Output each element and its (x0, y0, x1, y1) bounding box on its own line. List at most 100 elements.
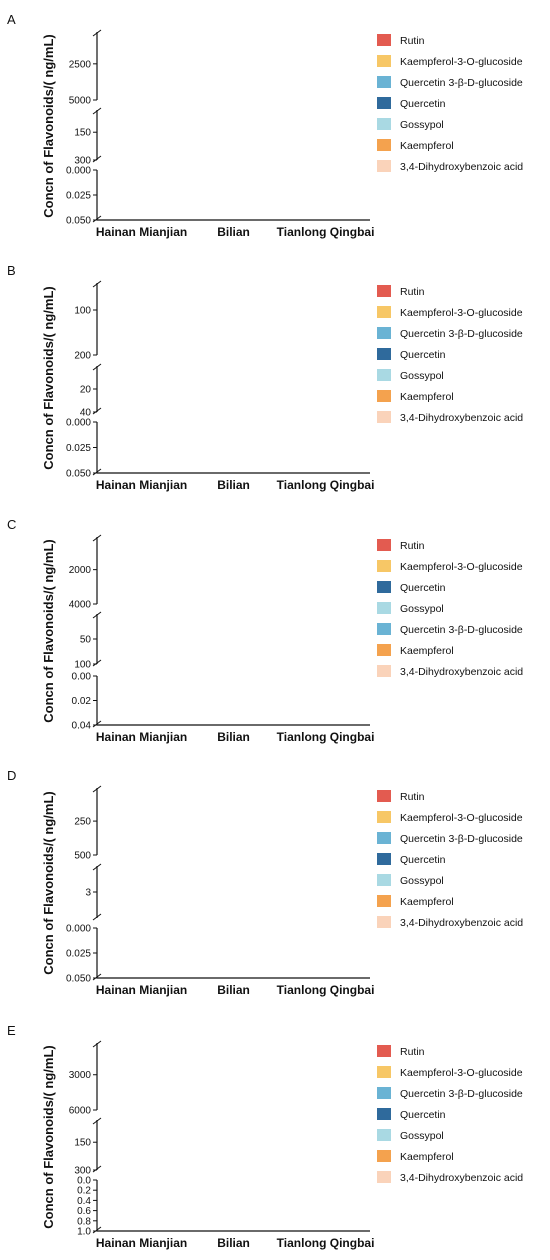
panel-letter: D (7, 768, 16, 783)
y-tick-label: 300 (74, 1166, 91, 1177)
category-label: Hainan Mianjian (96, 983, 187, 997)
legend-swatch (377, 916, 391, 928)
legend-swatch (377, 790, 391, 802)
y-tick-label: 0.000 (66, 418, 91, 429)
y-tick-label: 2500 (69, 59, 92, 70)
legend-swatch (377, 581, 391, 593)
legend-swatch (377, 118, 391, 130)
y-tick-label: 250 (74, 817, 91, 828)
y-tick-label: 3000 (69, 1070, 92, 1081)
legend-label: Gossypol (400, 875, 444, 887)
y-tick-label: 150 (74, 1138, 91, 1149)
axis-break-mark (92, 659, 102, 667)
legend-label: Quercetin 3-β-D-glucoside (400, 833, 523, 845)
category-label: Tianlong Qingbai (277, 730, 375, 744)
axis-break-mark (92, 1226, 102, 1234)
chart-panel-D: D Concn of Flavonoids/( ng/mL) 0.000 0.025 0… (7, 768, 523, 997)
y-tick-label: 0.025 (66, 191, 91, 202)
legend-label: Kaempferol (400, 391, 454, 403)
category-label: Bilian (217, 225, 250, 239)
legend-label: Quercetin 3-β-D-glucoside (400, 624, 523, 636)
y-tick-label: 0.6 (77, 1206, 91, 1217)
legend-label: Rutin (400, 1046, 425, 1058)
legend-label: Kaempferol-3-O-glucoside (400, 307, 523, 319)
category-label: Hainan Mianjian (96, 1236, 187, 1250)
panel-letter: E (7, 1023, 16, 1038)
chart-panel-A: A Concn of Flavonoids/( ng/mL) 0.000 0.025 0… (7, 12, 523, 239)
legend-swatch (377, 895, 391, 907)
y-tick-label: 500 (74, 851, 91, 862)
legend-label: Gossypol (400, 370, 444, 382)
axis-break-mark (92, 407, 102, 415)
y-tick-label: 5000 (69, 96, 92, 107)
category-label: Hainan Mianjian (96, 478, 187, 492)
legend-label: 3,4-Dihydroxybenzoic acid (400, 412, 523, 424)
legend-label: Quercetin (400, 1109, 446, 1121)
axis-break-mark (92, 155, 102, 163)
y-tick-label: 0.0 (77, 1176, 91, 1187)
category-label: Hainan Mianjian (96, 730, 187, 744)
axis-break-mark (92, 973, 102, 981)
legend-label: Gossypol (400, 603, 444, 615)
legend-swatch (377, 1171, 391, 1183)
y-tick-label: 4000 (69, 600, 92, 611)
y-tick-label: 0.8 (77, 1216, 91, 1227)
category-label: Tianlong Qingbai (277, 1236, 375, 1250)
legend-label: Rutin (400, 791, 425, 803)
legend-swatch (377, 1129, 391, 1141)
legend-swatch (377, 97, 391, 109)
legend-swatch (377, 34, 391, 46)
y-tick-label: 40 (80, 408, 92, 419)
y-tick-label: 0.000 (66, 166, 91, 177)
category-label: Bilian (217, 1236, 250, 1250)
y-tick-label: 3 (85, 888, 91, 899)
category-label: Bilian (217, 730, 250, 744)
legend-label: Kaempferol (400, 1151, 454, 1163)
y-tick-label: 1.0 (77, 1227, 91, 1238)
legend-swatch (377, 55, 391, 67)
y-tick-label: 0.00 (72, 672, 92, 683)
legend-swatch (377, 160, 391, 172)
legend-swatch (377, 1045, 391, 1057)
legend-label: Quercetin (400, 98, 446, 110)
legend-swatch (377, 623, 391, 635)
y-tick-label: 2000 (69, 565, 92, 576)
y-tick-label: 0.050 (66, 469, 91, 480)
panel-letter: B (7, 263, 16, 278)
y-axis-label: Concn of Flavonoids/( ng/mL) (41, 286, 56, 469)
y-tick-label: 150 (74, 128, 91, 139)
legend-swatch (377, 306, 391, 318)
legend-swatch (377, 811, 391, 823)
legend-label: Kaempferol-3-O-glucoside (400, 812, 523, 824)
legend-swatch (377, 602, 391, 614)
legend-label: 3,4-Dihydroxybenzoic acid (400, 666, 523, 678)
legend-swatch (377, 832, 391, 844)
y-axis-label: Concn of Flavonoids/( ng/mL) (41, 1045, 56, 1228)
category-label: Tianlong Qingbai (277, 983, 375, 997)
legend-swatch (377, 390, 391, 402)
legend-label: Quercetin 3-β-D-glucoside (400, 77, 523, 89)
axis-break-mark (92, 468, 102, 476)
y-tick-label: 0.4 (77, 1196, 91, 1207)
legend-swatch (377, 348, 391, 360)
legend-swatch (377, 1087, 391, 1099)
legend-swatch (377, 1108, 391, 1120)
legend-label: Quercetin (400, 349, 446, 361)
legend-swatch (377, 369, 391, 381)
axis-break-mark (92, 720, 102, 728)
axis-break-mark (92, 1165, 102, 1173)
legend-label: 3,4-Dihydroxybenzoic acid (400, 1172, 523, 1184)
y-axis-label: Concn of Flavonoids/( ng/mL) (41, 791, 56, 974)
y-tick-label: 100 (74, 660, 91, 671)
y-tick-label: 0.050 (66, 216, 91, 227)
y-tick-label: 6000 (69, 1106, 92, 1117)
legend-label: Kaempferol (400, 140, 454, 152)
legend-swatch (377, 139, 391, 151)
legend-label: 3,4-Dihydroxybenzoic acid (400, 917, 523, 929)
legend-label: Kaempferol-3-O-glucoside (400, 561, 523, 573)
y-tick-label: 20 (80, 385, 92, 396)
legend-label: Gossypol (400, 119, 444, 131)
legend-label: Quercetin 3-β-D-glucoside (400, 328, 523, 340)
panel-letter: C (7, 517, 16, 532)
